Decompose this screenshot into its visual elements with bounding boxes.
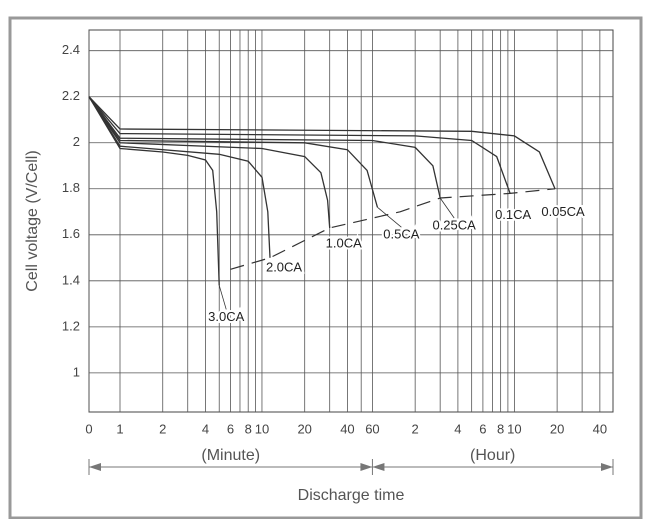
label-leader xyxy=(377,206,402,228)
x-tick-label: 4 xyxy=(202,421,209,436)
discharge-curve xyxy=(88,96,511,194)
discharge-curve xyxy=(88,96,441,199)
series-label: 0.25CA xyxy=(432,217,476,232)
series-label: 1.0CA xyxy=(326,235,362,250)
series-label: 2.0CA xyxy=(266,259,302,274)
x-tick-label: 1 xyxy=(116,421,123,436)
series-label: 0.1CA xyxy=(495,207,531,222)
discharge-curve xyxy=(88,96,331,228)
x-tick-label: 2 xyxy=(159,421,166,436)
y-tick-label: 1.2 xyxy=(62,318,80,333)
x-tick-label: 20 xyxy=(550,421,564,436)
x-tick-label: 10 xyxy=(255,421,269,436)
y-tick-label: 1.8 xyxy=(62,180,80,195)
y-axis-label: Cell voltage (V/Cell) xyxy=(24,150,41,291)
discharge-curve xyxy=(88,96,556,190)
y-tick-label: 1 xyxy=(73,364,80,379)
series-label: 0.05CA xyxy=(541,204,585,219)
x-tick-label: 6 xyxy=(227,421,234,436)
y-tick-label: 2 xyxy=(73,134,80,149)
x-tick-label: 8 xyxy=(497,421,504,436)
series-label: 0.5CA xyxy=(383,227,419,242)
arrow-head xyxy=(372,463,385,471)
x-tick-label: 20 xyxy=(297,421,311,436)
x-tick-label: 2 xyxy=(412,421,419,436)
x-tick-label: 8 xyxy=(245,421,252,436)
cutoff-line xyxy=(230,188,556,270)
discharge-curve xyxy=(88,96,220,286)
arrow-head xyxy=(360,463,373,471)
frame xyxy=(8,16,643,519)
y-tick-label: 1.6 xyxy=(62,226,80,241)
arrow-head xyxy=(89,463,101,471)
x-unit-label: (Hour) xyxy=(470,447,515,464)
x-tick-label: 40 xyxy=(593,421,607,436)
x-tick-label: 10 xyxy=(507,421,521,436)
series-label: 3.0CA xyxy=(208,309,244,324)
x-tick-label: 4 xyxy=(454,421,461,436)
y-tick-label: 1.4 xyxy=(62,272,80,287)
discharge-curve xyxy=(88,96,271,258)
x-unit-label: (Minute) xyxy=(201,447,260,464)
x-axis-label: Discharge time xyxy=(298,487,405,504)
label-leader xyxy=(439,197,455,219)
x-tick-label: 0 xyxy=(85,421,92,436)
label-leader xyxy=(218,285,227,310)
arrow-head xyxy=(601,463,613,471)
y-tick-label: 2.4 xyxy=(62,42,80,57)
x-tick-label: 60 xyxy=(365,421,379,436)
discharge-curve xyxy=(88,96,379,208)
y-tick-label: 2.2 xyxy=(62,88,80,103)
x-tick-label: 6 xyxy=(479,421,486,436)
x-tick-label: 40 xyxy=(340,421,354,436)
